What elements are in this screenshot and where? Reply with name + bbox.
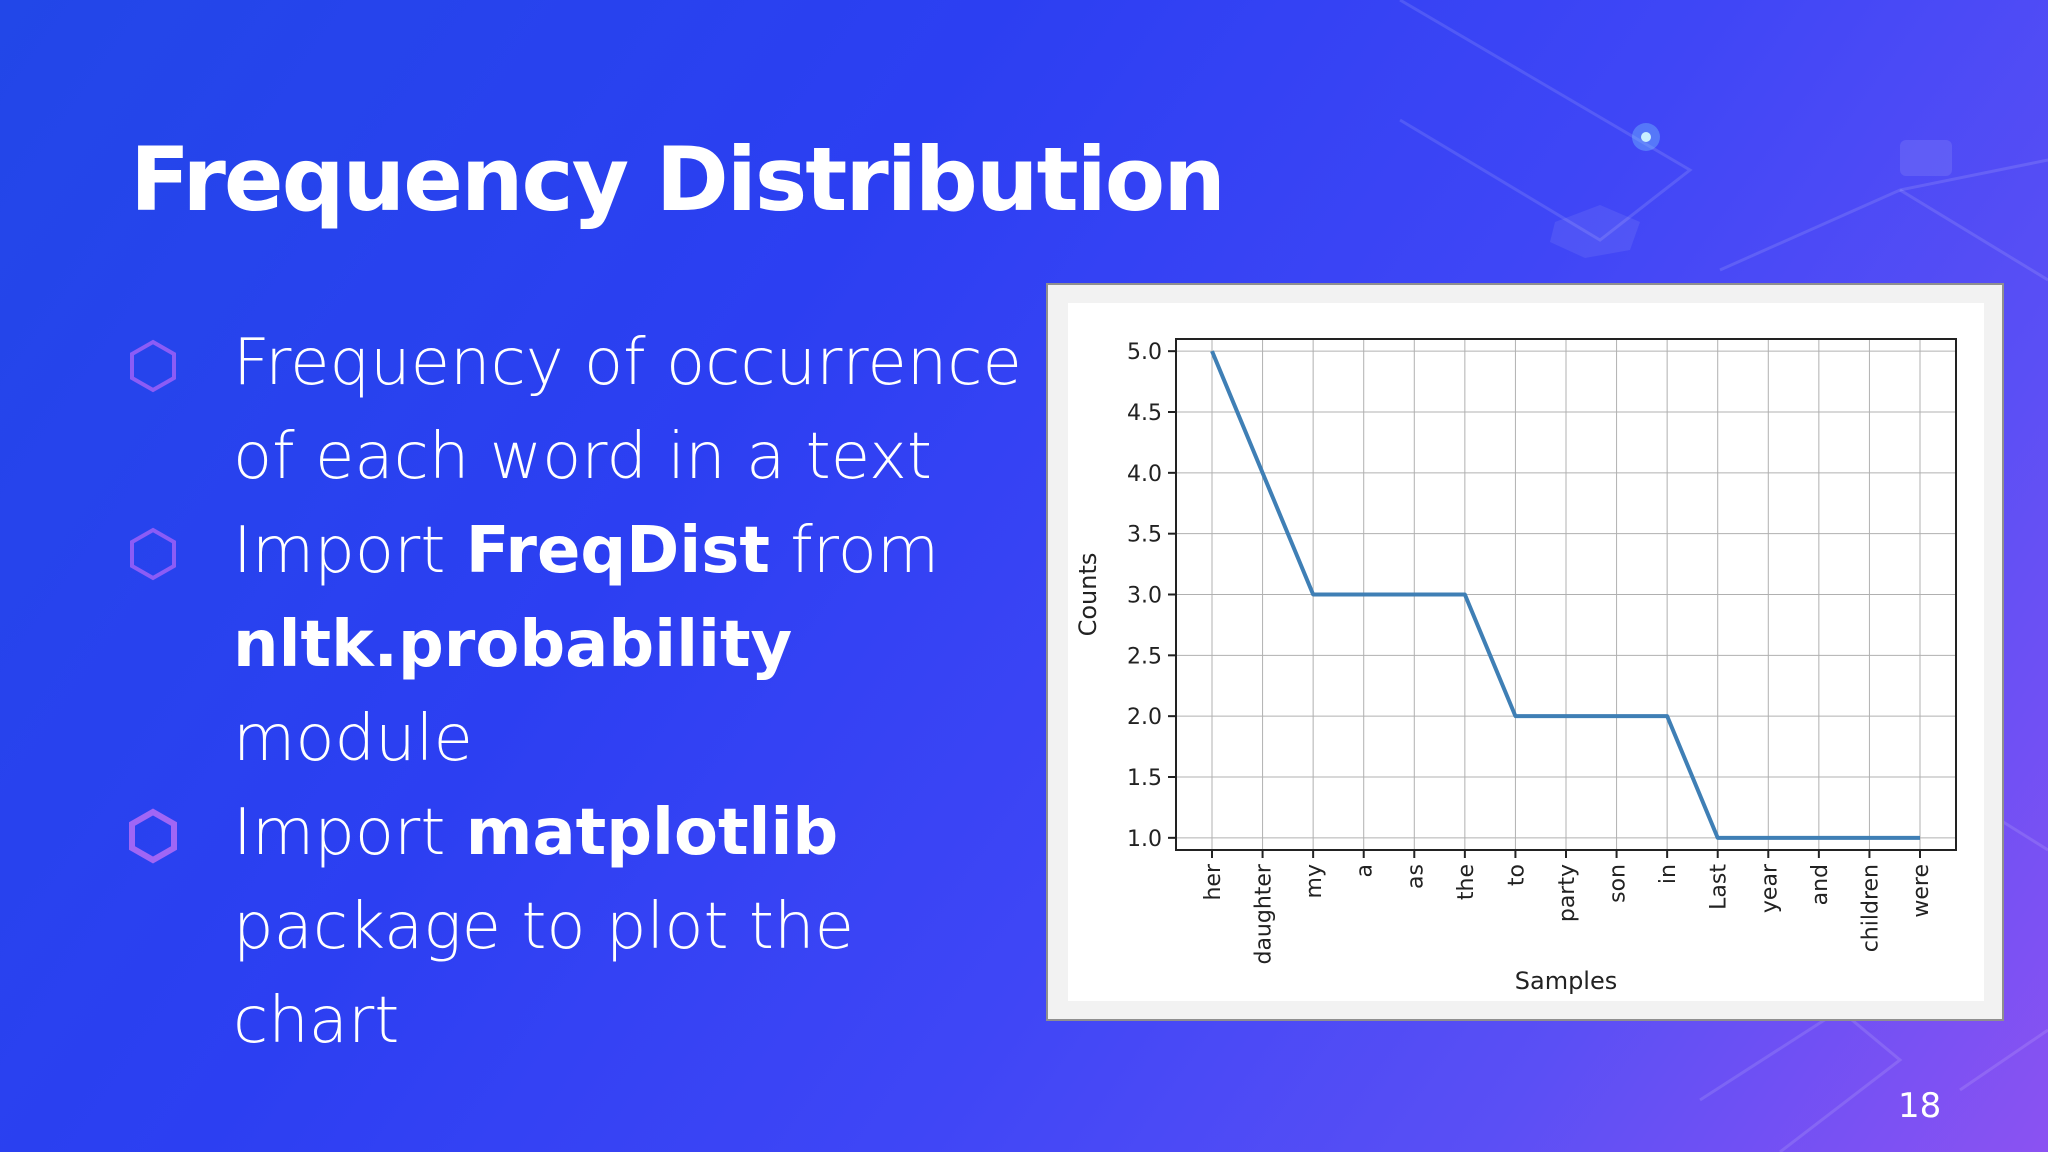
bullet-text: Import — [233, 796, 466, 870]
bullet-item: Import matplotlib package to plot the ch… — [125, 786, 1025, 1068]
bullet-text: module — [233, 702, 473, 776]
x-tick-label: son — [1606, 864, 1631, 903]
bullet-item: Frequency of occurrence of each word in … — [125, 316, 1025, 504]
bullet-list: Frequency of occurrence of each word in … — [125, 316, 1025, 1068]
slide-title: Frequency Distribution — [130, 128, 1226, 231]
frequency-line-chart: 1.0 1.5 2.0 2.5 3.0 3.5 4.0 4.5 5.0 her daughter my… — [1074, 338, 1957, 995]
x-tick-label: Last — [1707, 864, 1732, 910]
bullet-text: Import — [233, 514, 466, 588]
x-tick-label: children — [1858, 864, 1883, 952]
x-tick-label: and — [1808, 864, 1833, 905]
x-tick-label: her — [1201, 863, 1226, 900]
bullet-text: Frequency of occurrence of each word in … — [233, 326, 1022, 494]
y-tick-label: 1.5 — [1127, 766, 1162, 791]
x-tick-label: party — [1555, 864, 1580, 922]
x-tick-label: in — [1656, 864, 1681, 884]
chart-canvas: 1.0 1.5 2.0 2.5 3.0 3.5 4.0 4.5 5.0 her daughter my… — [1068, 303, 1984, 1001]
chart-frame: 1.0 1.5 2.0 2.5 3.0 3.5 4.0 4.5 5.0 her daughter my… — [1046, 283, 2004, 1021]
y-axis-label: Counts — [1074, 553, 1102, 637]
y-tick-label: 5.0 — [1127, 340, 1162, 365]
bullet-bold-text: matplotlib — [465, 796, 839, 870]
x-tick-label: to — [1504, 864, 1529, 886]
hexagon-bullet-icon — [130, 339, 176, 393]
x-tick-label: were — [1909, 864, 1934, 918]
y-tick-label: 2.5 — [1127, 644, 1162, 669]
x-tick-label: a — [1353, 864, 1378, 877]
bullet-text: from — [769, 514, 940, 588]
x-tick-label: year — [1757, 863, 1782, 913]
y-tick-label: 2.0 — [1127, 705, 1162, 730]
x-tick-label: the — [1454, 864, 1479, 900]
x-tick-label: my — [1302, 864, 1327, 898]
hexagon-bullet-icon — [129, 808, 177, 864]
x-tick-label: daughter — [1252, 863, 1277, 964]
x-tick-label: as — [1403, 864, 1428, 889]
y-tick-label: 4.0 — [1127, 462, 1162, 487]
page-number: 18 — [1898, 1086, 1942, 1126]
bullet-bold-text: nltk.probability — [233, 608, 793, 682]
bullet-item: Import FreqDist from nltk.probability mo… — [125, 504, 1025, 786]
y-tick-label: 1.0 — [1127, 827, 1162, 852]
hexagon-bullet-icon — [130, 527, 176, 581]
y-tick-label: 3.0 — [1127, 584, 1162, 609]
y-tick-label: 3.5 — [1127, 523, 1162, 548]
bullet-bold-text: FreqDist — [465, 514, 770, 588]
bullet-text: package to plot the chart — [233, 890, 854, 1058]
y-tick-label: 4.5 — [1127, 401, 1162, 426]
x-axis-label: Samples — [1515, 967, 1618, 995]
